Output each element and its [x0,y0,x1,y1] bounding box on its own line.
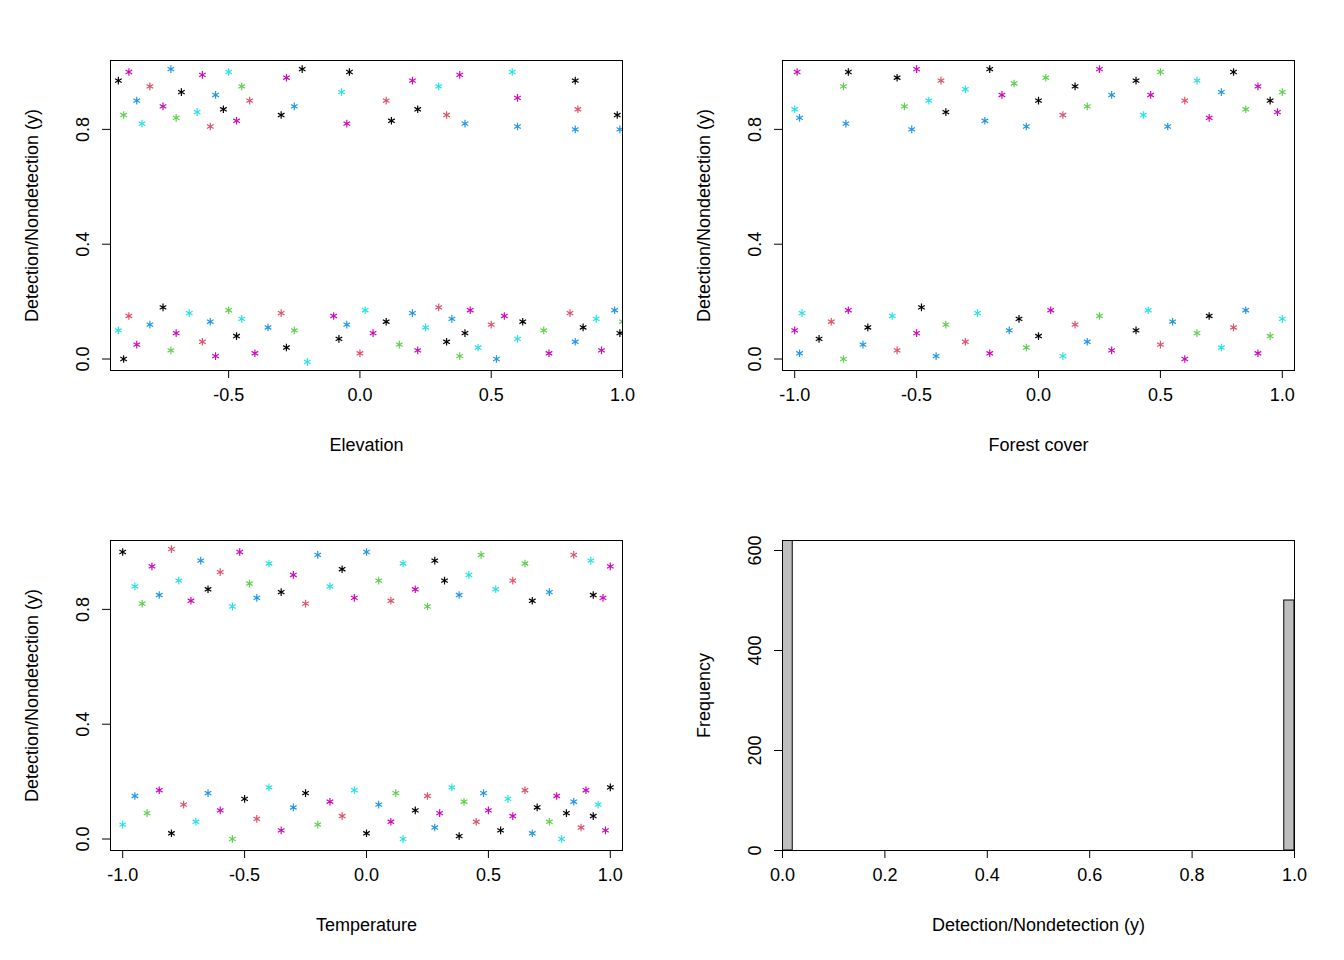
svg-text:0.0: 0.0 [354,865,379,885]
svg-text:0.4: 0.4 [73,712,93,737]
svg-text:0.8: 0.8 [73,117,93,142]
svg-text:0.4: 0.4 [975,865,1000,885]
svg-text:1.0: 1.0 [598,865,623,885]
svg-text:1.0: 1.0 [610,385,635,405]
svg-text:-1.0: -1.0 [779,385,810,405]
svg-text:0.6: 0.6 [1077,865,1102,885]
svg-text:0.2: 0.2 [872,865,897,885]
svg-text:1.0: 1.0 [1270,385,1295,405]
svg-text:0.0: 0.0 [1026,385,1051,405]
svg-text:Detection/Nondetection (y): Detection/Nondetection (y) [694,109,714,322]
svg-text:0.8: 0.8 [745,117,765,142]
svg-text:0.5: 0.5 [1148,385,1173,405]
svg-text:Forest cover: Forest cover [988,435,1088,455]
svg-text:-1.0: -1.0 [107,865,138,885]
svg-text:0.4: 0.4 [745,232,765,257]
svg-text:0.0: 0.0 [73,347,93,372]
svg-text:600: 600 [745,535,765,565]
svg-text:-0.5: -0.5 [229,865,260,885]
svg-text:400: 400 [745,635,765,665]
svg-text:0.5: 0.5 [476,865,501,885]
svg-text:1.0: 1.0 [1282,865,1307,885]
svg-text:0.4: 0.4 [73,232,93,257]
svg-text:-0.5: -0.5 [901,385,932,405]
svg-text:Elevation: Elevation [329,435,403,455]
svg-text:0.8: 0.8 [73,597,93,622]
svg-text:Frequency: Frequency [694,653,714,738]
svg-text:Detection/Nondetection (y): Detection/Nondetection (y) [932,915,1145,935]
svg-text:Temperature: Temperature [316,915,417,935]
svg-text:0.8: 0.8 [1180,865,1205,885]
svg-text:0.0: 0.0 [745,347,765,372]
svg-text:Detection/Nondetection (y): Detection/Nondetection (y) [22,109,42,322]
svg-text:-0.5: -0.5 [213,385,244,405]
svg-text:0.0: 0.0 [770,865,795,885]
svg-text:Detection/Nondetection (y): Detection/Nondetection (y) [22,589,42,802]
svg-text:0.0: 0.0 [73,827,93,852]
svg-text:200: 200 [745,735,765,765]
svg-text:0.0: 0.0 [347,385,372,405]
svg-text:0.5: 0.5 [479,385,504,405]
svg-text:0: 0 [745,845,765,855]
